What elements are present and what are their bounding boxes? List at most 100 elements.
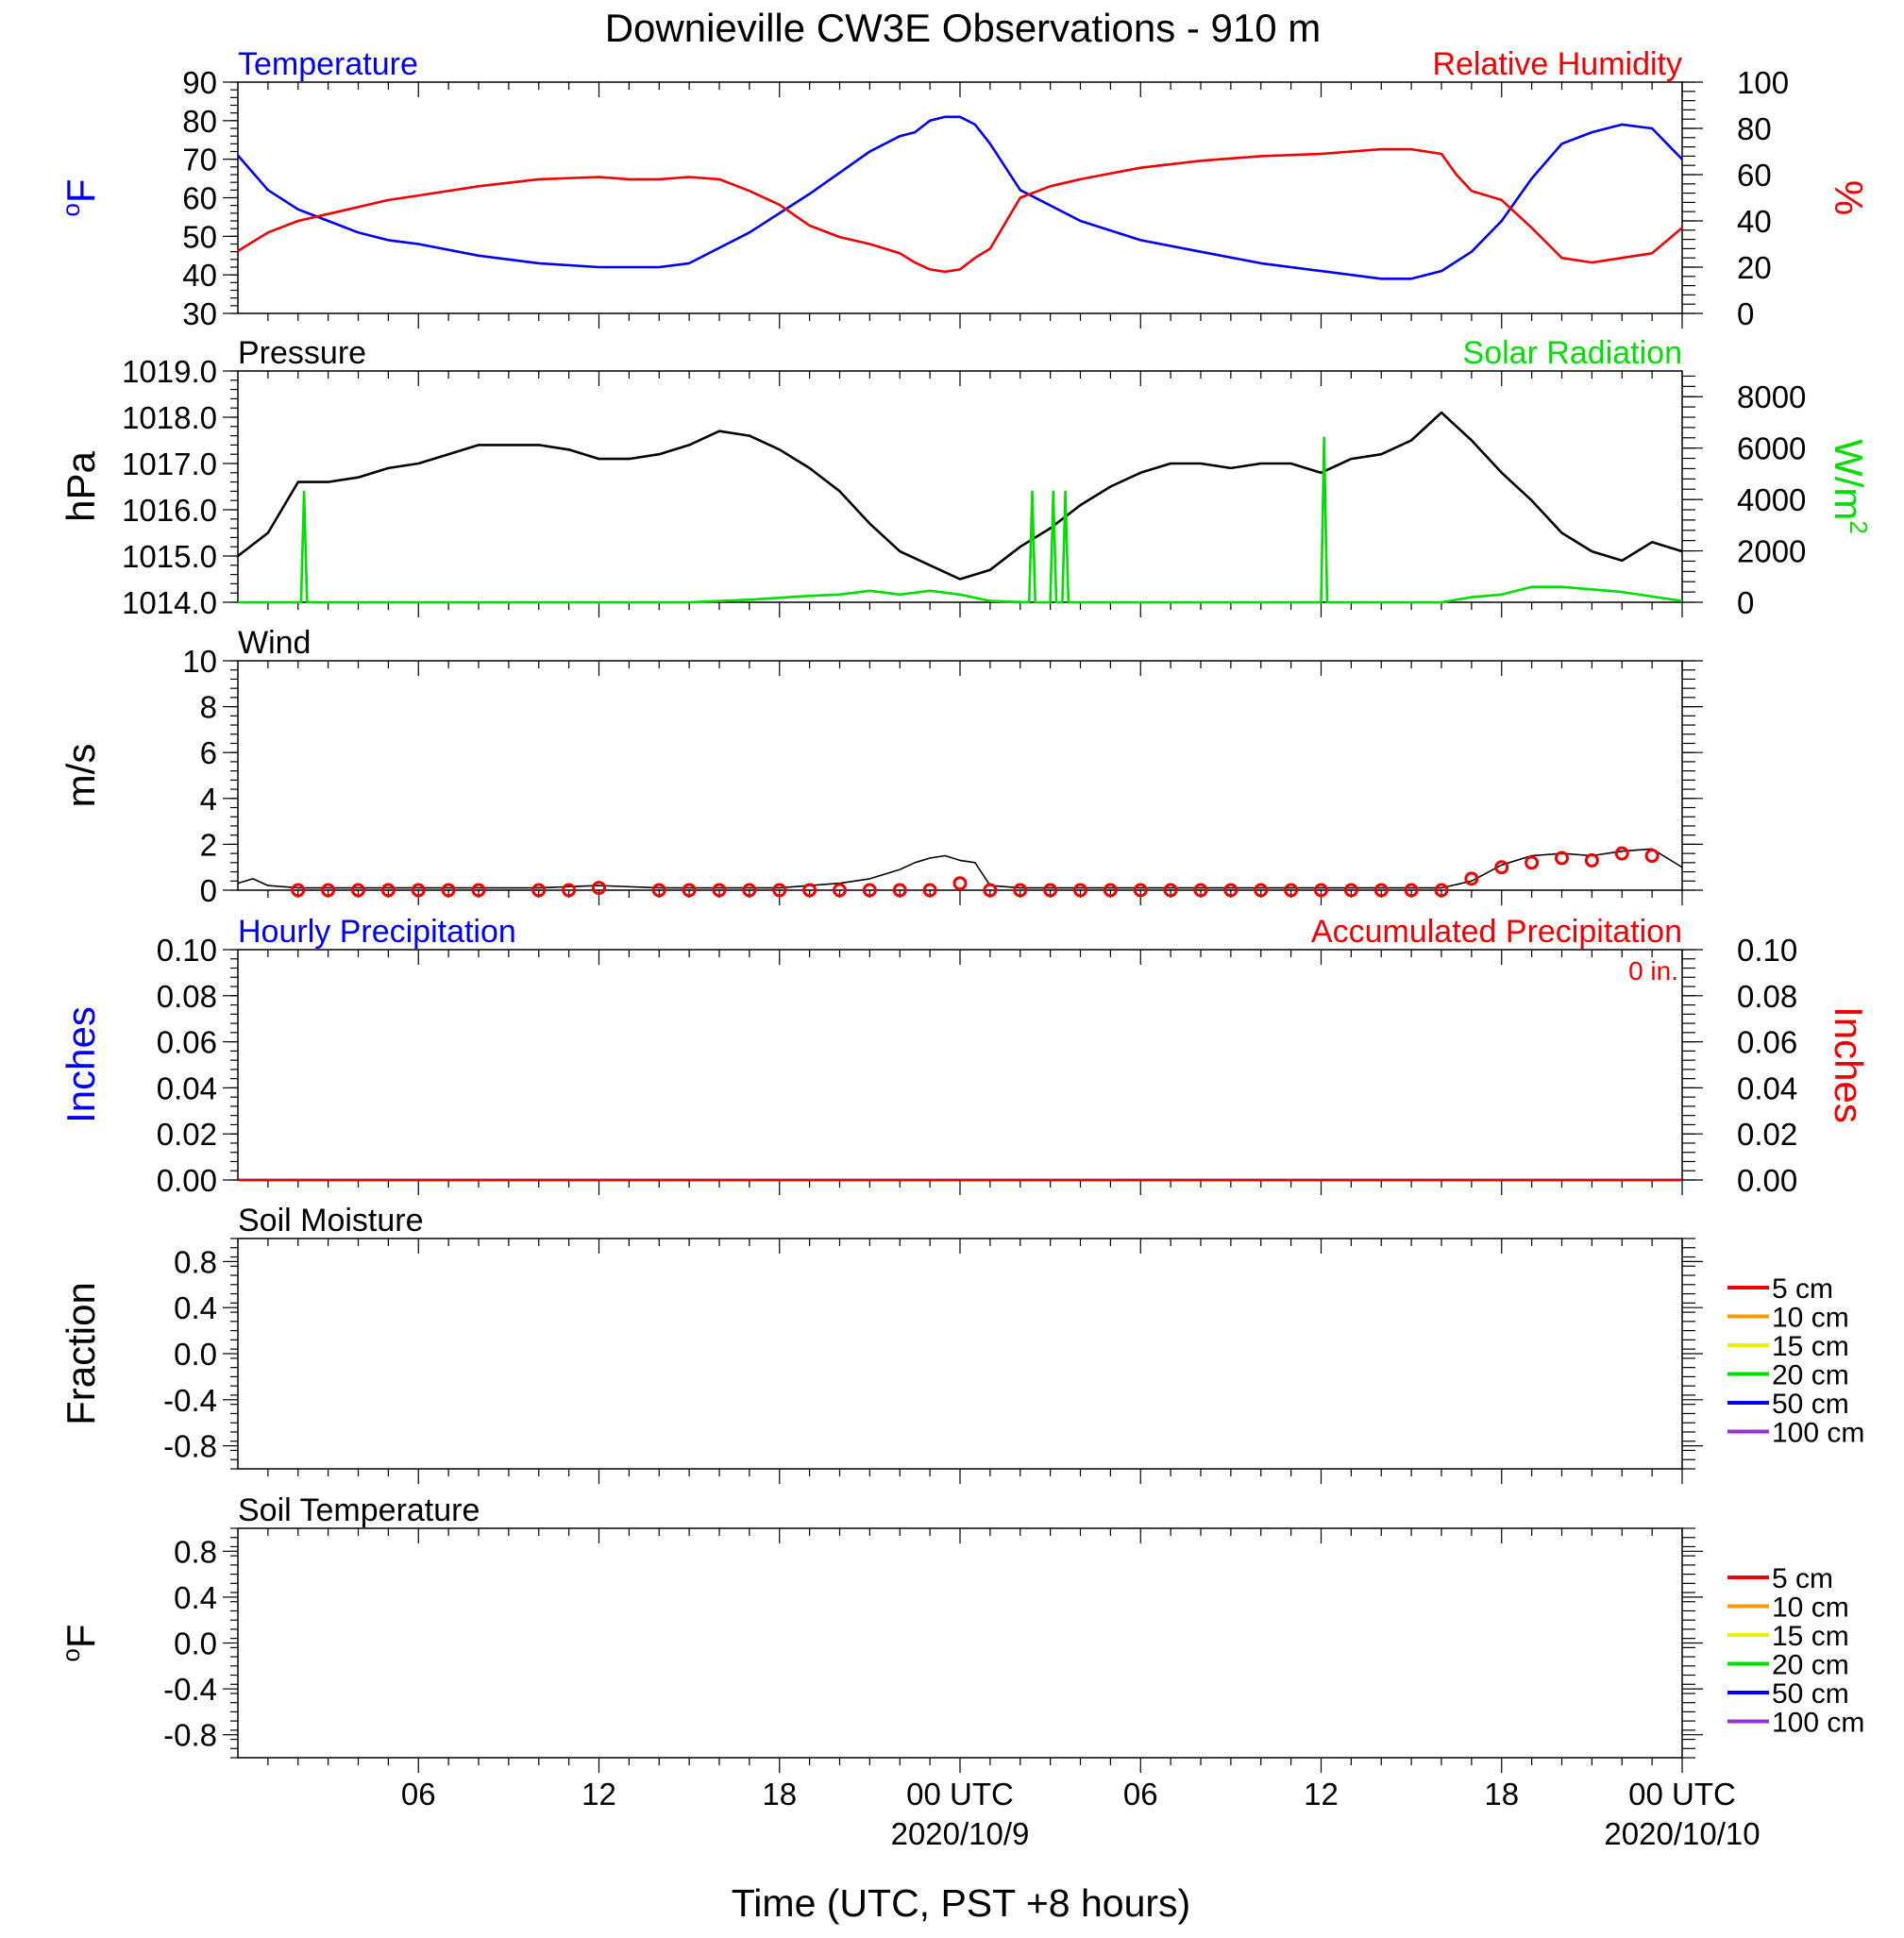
panel-wind: 0 2 4 6 8 10 Wind <box>182 625 1703 908</box>
wind-barb-marker <box>411 883 426 898</box>
wind-barb-marker <box>1434 883 1449 898</box>
wind-barb-marker <box>1103 883 1118 898</box>
y-right-tick-label: 80 <box>1737 111 1772 146</box>
legend-label: 20 cm <box>1772 1360 1849 1391</box>
legend-label: 5 cm <box>1772 1563 1833 1594</box>
y-tick-label: -0.4 <box>163 1383 217 1418</box>
x-tick-label: 18 <box>1484 1777 1519 1812</box>
series-line-pressure <box>237 411 1683 581</box>
y-axis-label-left: oF <box>57 1624 103 1661</box>
y-axis-label-left: Inches <box>59 1006 103 1123</box>
panel-title-left: Wind <box>238 625 311 661</box>
legend-label: 15 cm <box>1772 1331 1849 1362</box>
y-tick-label: 40 <box>182 258 217 293</box>
y-tick-label: 0.0 <box>174 1626 217 1661</box>
y-axis-label-left: Fraction <box>59 1282 103 1425</box>
y-tick-label: 90 <box>182 65 217 100</box>
y-right-tick-label: 2000 <box>1737 534 1806 569</box>
y-right-tick-label: 0.02 <box>1737 1117 1797 1152</box>
series-line-solar-radiation <box>238 436 1683 604</box>
y-tick-label: 1016.0 <box>122 493 217 528</box>
wind-barb-marker <box>321 883 336 898</box>
wind-barb-marker <box>983 883 998 898</box>
y-right-tick-label: 6000 <box>1737 431 1806 466</box>
panel-title-right: Accumulated Precipitation <box>1311 914 1682 950</box>
wind-barb-marker <box>1223 883 1238 898</box>
series-line-wind <box>237 848 1683 889</box>
legend-label: 50 cm <box>1772 1678 1849 1710</box>
y-right-tick-label: 0 <box>1737 296 1754 331</box>
y-tick-label: 0 <box>200 873 217 908</box>
wind-barb-marker <box>1193 883 1208 898</box>
legend-label: 50 cm <box>1772 1389 1849 1420</box>
wind-barb-marker <box>1525 855 1540 870</box>
x-tick-label: 18 <box>762 1777 797 1812</box>
y-right-tick-label: 0.10 <box>1737 933 1797 968</box>
panel-precip: 0.00 0.02 0.04 0.06 0.08 0.10 0.00 0.02 0.04 0.06… <box>157 914 1871 1198</box>
plot-frame <box>237 370 1683 603</box>
wind-barb-marker <box>742 883 757 898</box>
y-right-tick-label: 100 <box>1737 65 1789 100</box>
y-axis-label-right: % <box>1827 180 1871 215</box>
plot-frame <box>237 660 1683 891</box>
wind-barb-marker <box>1555 851 1569 866</box>
legend-label: 100 cm <box>1772 1708 1864 1739</box>
y-tick-label: 0.10 <box>157 933 217 968</box>
wind-barb-marker <box>682 883 697 898</box>
wind-barb-marker <box>1494 860 1509 875</box>
y-tick-label: 10 <box>182 644 217 679</box>
y-tick-label: 0.4 <box>174 1290 217 1325</box>
wind-barb-marker <box>772 883 787 898</box>
x-date-label: 2020/10/10 <box>1604 1816 1760 1851</box>
wind-barb-marker <box>291 883 306 898</box>
y-tick-label: 30 <box>182 296 217 331</box>
panel-title-left: Hourly Precipitation <box>238 914 516 950</box>
wind-barb-marker <box>712 883 727 898</box>
y-tick-label: 6 <box>200 735 217 770</box>
x-axis-label: Time (UTC, PST +8 hours) <box>732 1881 1190 1925</box>
y-axis-label-right: Inches <box>1827 1006 1871 1123</box>
x-tick-label: 06 <box>1123 1777 1158 1812</box>
x-date-label: 2020/10/9 <box>891 1816 1030 1851</box>
wind-barb-marker <box>531 883 547 898</box>
y-right-tick-label: 0.04 <box>1737 1070 1797 1105</box>
wind-barb-marker <box>1043 883 1058 898</box>
wind-barb-marker <box>1464 871 1479 886</box>
y-tick-label: 1019.0 <box>122 354 217 389</box>
y-tick-label: 2 <box>200 827 217 862</box>
y-tick-label: 0.06 <box>157 1025 217 1060</box>
legend-label: 15 cm <box>1772 1621 1849 1652</box>
y-tick-label: 1017.0 <box>122 447 217 481</box>
legend-label: 20 cm <box>1772 1650 1849 1681</box>
legend-label: 100 cm <box>1772 1418 1864 1449</box>
y-right-tick-label: 8000 <box>1737 379 1806 414</box>
y-tick-label: 70 <box>182 143 217 177</box>
panel-title-left: Pressure <box>238 335 366 371</box>
series-line-relative-humidity <box>237 147 1683 274</box>
wind-barb-marker <box>1284 883 1299 898</box>
y-tick-label: 0.4 <box>174 1580 217 1615</box>
y-right-tick-label: 40 <box>1737 204 1772 239</box>
wind-barb-marker <box>862 883 877 898</box>
y-tick-label: 60 <box>182 181 217 216</box>
wind-barb-marker <box>441 883 456 898</box>
panel-title-left: Soil Moisture <box>238 1203 424 1239</box>
y-right-tick-label: 0.00 <box>1737 1163 1797 1198</box>
y-tick-label: 50 <box>182 219 217 254</box>
wind-barb-marker <box>1254 883 1269 898</box>
y-right-tick-label: 4000 <box>1737 482 1806 517</box>
y-tick-label: 0.08 <box>157 979 217 1014</box>
legend-label: 10 cm <box>1772 1303 1849 1334</box>
y-tick-label: -0.4 <box>163 1672 217 1707</box>
y-tick-label: 0.00 <box>157 1163 217 1198</box>
wind-barb-marker <box>1644 849 1660 864</box>
y-tick-label: 80 <box>182 104 217 139</box>
y-axis-label-left: m/s <box>59 744 103 808</box>
wind-barb-marker <box>351 883 365 898</box>
wind-barb-marker <box>562 883 577 898</box>
x-tick-label: 06 <box>401 1777 436 1812</box>
